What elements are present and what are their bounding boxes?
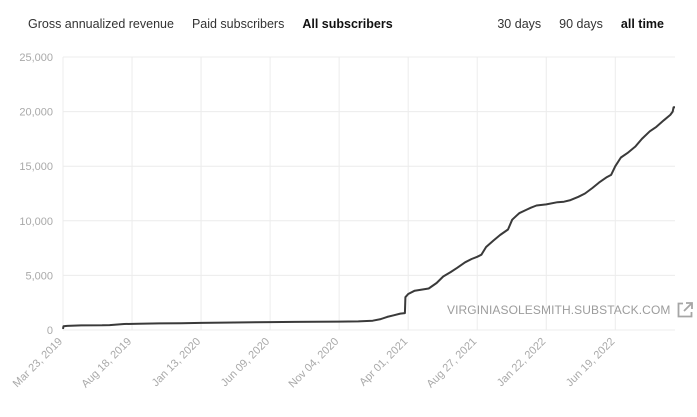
range-tabs: 30 days 90 days all time xyxy=(497,17,664,31)
external-link-icon xyxy=(678,302,694,318)
tab-paid-subscribers[interactable]: Paid subscribers xyxy=(191,17,285,31)
y-axis: 0 5,000 10,000 15,000 20,000 25,000 xyxy=(19,52,53,337)
x-tick-label: Apr 01, 2021 xyxy=(357,336,410,389)
x-tick-label: Jun 09, 2020 xyxy=(219,336,272,389)
metric-tabs: Gross annualized revenue Paid subscriber… xyxy=(28,17,393,31)
tab-90-days[interactable]: 90 days xyxy=(559,17,603,31)
watermark-text: VIRGINIASOLESMITH.SUBSTACK.COM xyxy=(447,303,671,317)
tab-all-subscribers[interactable]: All subscribers xyxy=(302,17,393,31)
x-tick-label: Aug 27, 2021 xyxy=(425,336,480,391)
series-line xyxy=(62,106,675,330)
y-tick-label: 15,000 xyxy=(19,161,53,173)
y-tick-label: 5,000 xyxy=(25,270,53,282)
x-tick-label: Mar 23, 2019 xyxy=(11,336,65,390)
watermark[interactable]: VIRGINIASOLESMITH.SUBSTACK.COM xyxy=(447,301,694,319)
tab-gross-annualized-revenue[interactable]: Gross annualized revenue xyxy=(28,17,174,31)
x-tick-label: Jan 22, 2022 xyxy=(495,336,548,389)
grid xyxy=(62,56,675,331)
x-tick-label: Aug 18, 2019 xyxy=(79,336,134,391)
y-tick-label: 25,000 xyxy=(19,52,53,64)
x-axis: Mar 23, 2019 Aug 18, 2019 Jan 13, 2020 Jun … xyxy=(11,336,618,391)
y-tick-label: 0 xyxy=(47,325,53,337)
y-tick-label: 10,000 xyxy=(19,216,53,228)
x-tick-label: Jun 19, 2022 xyxy=(564,336,617,389)
x-tick-label: Nov 04, 2020 xyxy=(287,336,342,391)
y-tick-label: 20,000 xyxy=(19,107,53,119)
x-tick-label: Jan 13, 2020 xyxy=(150,336,203,389)
tab-all-time[interactable]: all time xyxy=(620,17,664,31)
tab-30-days[interactable]: 30 days xyxy=(497,17,542,31)
